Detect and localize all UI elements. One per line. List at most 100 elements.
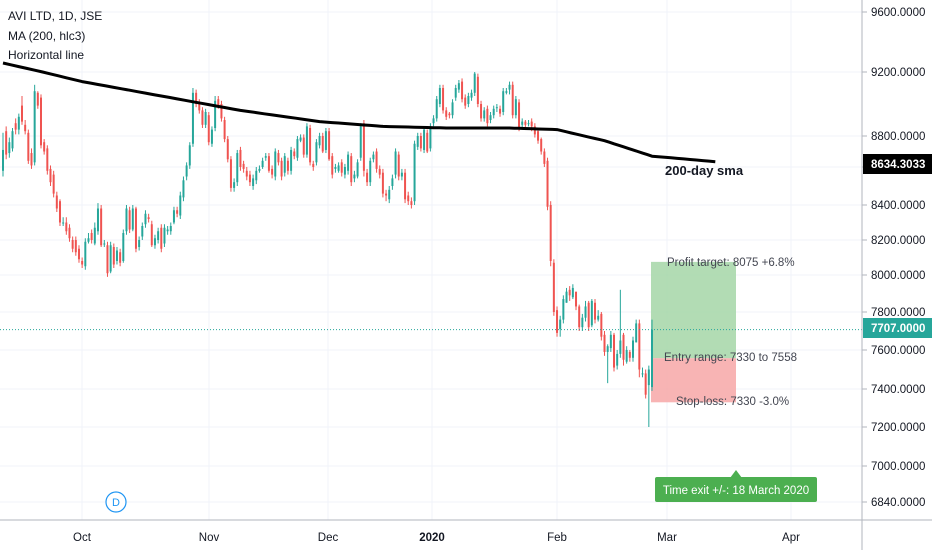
y-tick-label: 7600.0000 <box>871 345 925 357</box>
candle-body <box>334 167 337 169</box>
x-tick-label: 2020 <box>419 532 445 544</box>
candle <box>125 205 128 235</box>
x-tick-label: Feb <box>547 532 567 544</box>
candle <box>362 120 365 177</box>
candle <box>603 331 606 356</box>
candle <box>606 344 609 384</box>
candle-body <box>11 131 14 149</box>
candle-body <box>619 340 622 354</box>
candle-body <box>546 160 549 207</box>
profit-zone[interactable] <box>651 261 736 359</box>
candle <box>65 217 68 235</box>
candle <box>299 134 302 143</box>
candle <box>179 191 182 219</box>
candle-body <box>378 168 381 175</box>
candle-body <box>239 149 242 167</box>
candle <box>584 300 587 322</box>
candle-body <box>134 208 137 249</box>
candle <box>261 157 264 169</box>
last-price-tag: 7707.0000 <box>863 318 932 338</box>
candle <box>201 107 204 128</box>
candle-body <box>537 131 540 141</box>
candle <box>30 148 33 169</box>
candle-body <box>518 102 521 128</box>
candle <box>239 146 242 171</box>
candle-body <box>255 170 258 181</box>
candle <box>435 96 438 122</box>
candle-body <box>176 210 179 214</box>
loss-zone[interactable] <box>651 358 736 403</box>
candle-body <box>84 241 87 267</box>
candle <box>366 168 369 186</box>
candle-body <box>556 310 559 333</box>
candle <box>559 315 562 337</box>
candle <box>578 304 581 331</box>
candle <box>122 229 125 263</box>
candle-body <box>214 100 217 128</box>
candle-body <box>144 213 147 225</box>
dividend-badge[interactable]: D <box>105 491 127 513</box>
candle-body <box>473 73 476 93</box>
candle-body <box>68 227 71 239</box>
candle-body <box>315 142 318 163</box>
candle-body <box>128 210 131 230</box>
candle <box>321 132 324 154</box>
candle-body <box>252 178 255 186</box>
y-tick-label: 6840.0000 <box>871 497 925 509</box>
candle-body <box>609 334 612 349</box>
ma-200-line[interactable] <box>2 61 716 164</box>
candle <box>391 174 394 190</box>
candle-body <box>454 88 457 98</box>
time-exit-callout[interactable]: Time exit +/-: 18 March 2020 <box>655 470 817 502</box>
candle <box>312 160 315 171</box>
candle-body <box>423 129 426 150</box>
candle <box>62 217 65 226</box>
candle <box>147 213 150 223</box>
candle-body <box>419 136 422 149</box>
candle-body <box>264 156 267 158</box>
candle <box>128 206 131 233</box>
candle-body <box>457 83 460 90</box>
candle-body <box>375 151 378 169</box>
time-axis[interactable]: Oct Nov Dec 2020 Feb Mar Apr <box>73 532 800 544</box>
callout-box <box>655 477 817 502</box>
candle <box>252 174 255 190</box>
candle-body <box>647 369 650 386</box>
candle-body <box>277 153 280 163</box>
x-tick-label: Mar <box>657 532 677 544</box>
candle <box>600 312 603 341</box>
candle-body <box>245 170 248 177</box>
candle <box>150 220 153 247</box>
candle <box>90 229 93 244</box>
candle-body <box>24 124 27 132</box>
candle <box>112 243 115 268</box>
candle-body <box>347 154 350 171</box>
candle <box>502 88 505 116</box>
candle-body <box>8 142 11 154</box>
candle-body <box>2 149 4 171</box>
candle <box>464 94 467 109</box>
candle <box>106 241 109 277</box>
candle <box>84 238 87 270</box>
candle <box>283 153 286 177</box>
candle-body <box>603 334 606 352</box>
candle <box>416 132 419 150</box>
candle <box>280 157 283 181</box>
candle <box>305 123 308 158</box>
candle <box>207 112 210 146</box>
candle-body <box>362 123 365 171</box>
price-axis[interactable]: 9600.00009200.00008800.00008600.00008400… <box>862 7 925 509</box>
candle <box>309 124 312 166</box>
candle-body <box>480 104 483 119</box>
candle-body <box>486 108 489 124</box>
x-tick-label: Apr <box>782 532 800 544</box>
candle-body <box>280 160 283 177</box>
candle-body <box>638 323 641 370</box>
legend-symbol: AVI LTD, 1D, JSE <box>8 9 102 23</box>
candle <box>524 120 527 128</box>
candle-body <box>476 76 479 104</box>
candle-body <box>324 131 327 150</box>
candle <box>17 113 20 135</box>
candle-body <box>600 313 603 337</box>
